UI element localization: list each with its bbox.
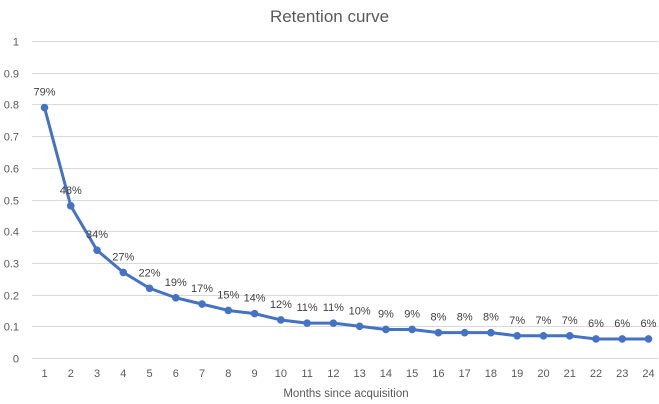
data-point [618, 335, 627, 343]
data-label: 9% [404, 308, 420, 320]
data-label: 8% [483, 312, 499, 324]
x-tick-label: 15 [406, 368, 418, 380]
data-point [119, 268, 128, 277]
data-label: 9% [378, 308, 394, 320]
chart-title: Retention curve [270, 7, 389, 26]
y-tick-label: 0.4 [4, 227, 19, 239]
data-point [565, 332, 574, 340]
y-tick-label: 0.8 [4, 100, 19, 112]
x-tick-label: 14 [380, 368, 392, 380]
gridlines [32, 41, 658, 359]
x-tick-label: 3 [94, 368, 100, 380]
y-axis-ticks: 0 0.1 0.2 0.3 0.4 0.5 0.6 0.7 0.8 0.9 1 [4, 37, 19, 366]
x-tick-label: 6 [173, 368, 179, 380]
data-label: 6% [588, 318, 604, 330]
data-point [460, 328, 469, 337]
y-tick-label: 0.3 [4, 259, 19, 271]
x-axis-title: Months since acquisition [283, 388, 408, 400]
x-tick-label: 16 [432, 368, 444, 380]
data-label: 22% [139, 267, 161, 279]
y-tick-label: 0 [13, 354, 19, 366]
data-point [644, 335, 653, 343]
data-point [250, 309, 259, 318]
x-tick-label: 10 [275, 368, 287, 380]
data-label: 8% [430, 312, 446, 324]
data-point [66, 202, 75, 210]
data-point [303, 319, 311, 327]
data-label: 14% [244, 293, 266, 305]
data-point [434, 328, 443, 337]
data-point [224, 306, 233, 315]
data-point [40, 103, 49, 112]
y-tick-label: 0.2 [4, 291, 19, 303]
data-points [40, 103, 653, 343]
x-tick-label: 13 [354, 368, 366, 380]
x-tick-label: 18 [485, 368, 497, 380]
data-label: 11% [323, 302, 344, 314]
data-label: 7% [509, 315, 525, 327]
data-label: 6% [641, 318, 657, 330]
data-point [487, 328, 495, 337]
data-label: 8% [457, 312, 473, 324]
x-tick-label: 23 [616, 368, 628, 380]
data-point [355, 322, 364, 331]
x-tick-label: 17 [459, 368, 471, 380]
x-tick-label: 11 [301, 368, 312, 380]
data-label: 15% [217, 289, 239, 301]
data-labels: 79% 48% 34% 27% 22% 19% 17% 15% 14% 12% 11% 11% 10% 9… [33, 87, 656, 330]
data-point [329, 319, 338, 327]
data-point [198, 300, 206, 308]
y-tick-label: 0.9 [4, 69, 19, 81]
x-tick-label: 19 [511, 368, 523, 380]
x-tick-label: 2 [68, 368, 74, 380]
series-line [43, 106, 650, 341]
data-point [93, 246, 101, 255]
x-tick-label: 21 [564, 368, 576, 380]
x-tick-label: 22 [590, 368, 602, 380]
data-point [592, 335, 600, 343]
data-point [408, 325, 416, 334]
y-tick-label: 0.6 [4, 164, 19, 176]
y-tick-label: 0.5 [4, 196, 19, 208]
data-label: 34% [86, 229, 108, 241]
x-tick-label: 9 [252, 368, 258, 380]
data-label: 79% [33, 87, 55, 99]
x-tick-label: 1 [41, 368, 47, 380]
data-label: 17% [191, 283, 213, 295]
data-point [277, 316, 285, 324]
x-tick-label: 24 [642, 368, 654, 380]
data-label: 7% [562, 315, 578, 327]
x-tick-label: 20 [537, 368, 549, 380]
x-tick-label: 5 [146, 368, 152, 380]
data-label: 7% [536, 315, 552, 327]
y-tick-label: 0.1 [4, 322, 19, 334]
data-point [539, 332, 548, 340]
data-label: 19% [165, 277, 187, 289]
data-label: 10% [349, 305, 371, 317]
data-label: 12% [270, 299, 292, 311]
x-tick-label: 7 [199, 368, 205, 380]
y-tick-label: 0.7 [4, 132, 19, 144]
y-tick-label: 1 [13, 37, 19, 49]
data-label: 6% [614, 318, 630, 330]
data-label: 27% [112, 251, 134, 263]
x-axis-ticks: 1 2 3 4 5 6 7 8 9 10 11 12 13 14 15 16 17 18 19 20 21 22 23 24 [41, 368, 654, 380]
data-point [145, 284, 154, 293]
x-tick-label: 12 [327, 368, 339, 380]
x-tick-label: 4 [120, 368, 126, 380]
data-point [172, 293, 180, 302]
data-label: 11% [297, 302, 318, 314]
data-label: 48% [60, 185, 82, 197]
data-point [382, 325, 390, 334]
data-point [513, 332, 521, 340]
x-tick-label: 8 [225, 368, 231, 380]
